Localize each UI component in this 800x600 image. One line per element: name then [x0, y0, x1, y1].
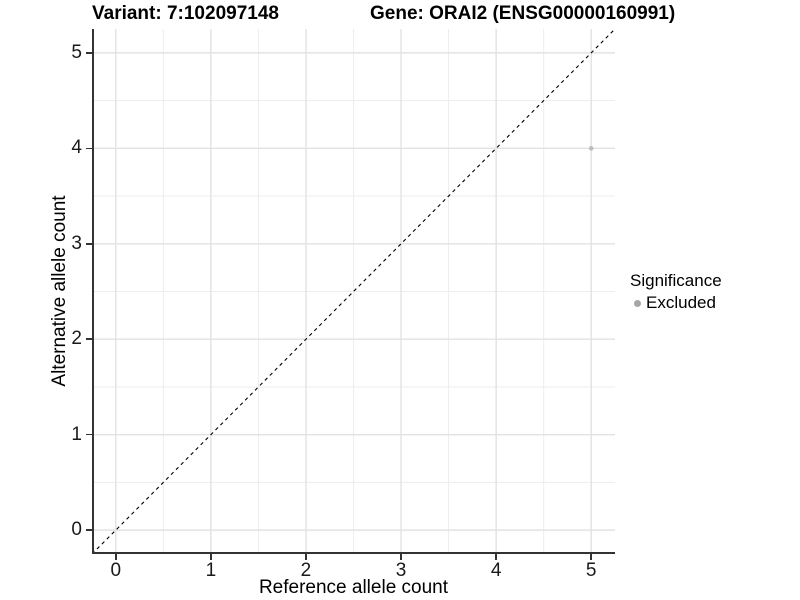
legend: Significance Excluded	[630, 271, 722, 313]
y-tick-mark	[86, 529, 92, 531]
y-tick-label: 1	[71, 423, 82, 445]
plot-title-variant: Variant: 7:102097148	[92, 3, 279, 24]
x-tick-label: 2	[300, 560, 312, 581]
y-tick-label: 0	[71, 519, 82, 541]
plot-panel	[92, 29, 615, 554]
y-tick-mark	[86, 338, 92, 340]
x-tick-mark	[115, 554, 117, 560]
y-tick-label: 3	[71, 232, 82, 254]
x-tick-mark	[590, 554, 592, 560]
x-tick-mark	[210, 554, 212, 560]
identity-dashed-line	[92, 29, 615, 554]
plot-area-svg	[92, 29, 615, 554]
legend-point-icon	[634, 299, 641, 307]
x-tick-label: 4	[490, 560, 502, 581]
legend-title: Significance	[630, 271, 722, 290]
x-tick-label: 3	[395, 560, 407, 581]
x-tick-label: 1	[205, 560, 217, 581]
y-tick-label: 2	[71, 328, 82, 350]
y-tick-mark	[86, 243, 92, 245]
data-point	[588, 146, 594, 151]
x-tick-mark	[305, 554, 307, 560]
legend-item-label: Excluded	[646, 293, 716, 312]
plot-title-gene: Gene: ORAI2 (ENSG00000160991)	[370, 3, 676, 24]
x-tick-label: 0	[110, 560, 122, 581]
y-tick-mark	[86, 147, 92, 150]
x-axis-title: Reference allele count	[258, 577, 449, 598]
x-tick-mark	[400, 554, 402, 560]
y-tick-mark	[86, 52, 92, 54]
y-axis-title: Alternative allele count	[49, 195, 70, 387]
x-tick-mark	[495, 554, 497, 560]
y-tick-label: 5	[71, 41, 82, 63]
y-tick-label: 4	[71, 137, 82, 159]
y-tick-mark	[86, 433, 92, 436]
x-tick-label: 5	[585, 560, 597, 581]
legend-item-excluded: Excluded	[630, 293, 722, 313]
